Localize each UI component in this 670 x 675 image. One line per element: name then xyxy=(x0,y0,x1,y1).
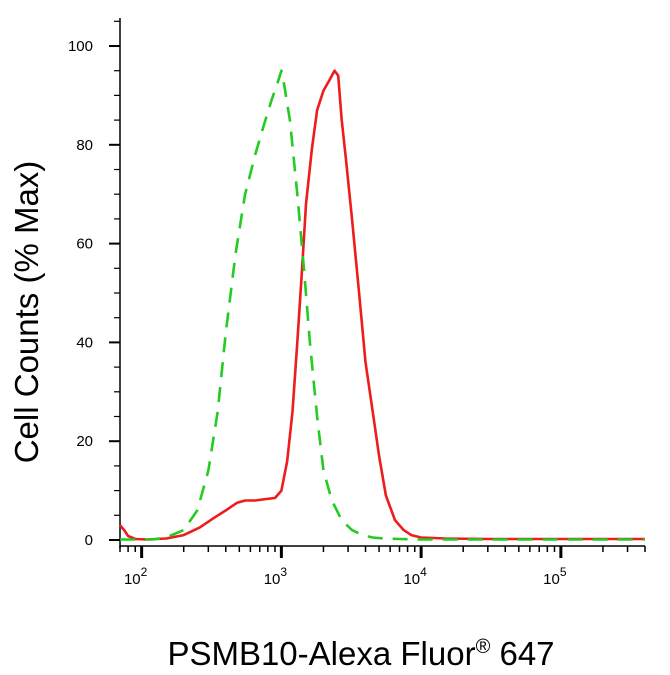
x-tick-label: 105 xyxy=(543,565,567,588)
y-axis-label: Cell Counts (% Max) xyxy=(8,161,45,464)
x-tick-label-base: 10 xyxy=(543,571,560,588)
x-tick-label-exponent: 3 xyxy=(280,565,287,579)
x-tick-label: 104 xyxy=(403,565,427,588)
y-tick-label: 80 xyxy=(76,137,93,154)
y-tick-label: 0 xyxy=(85,532,93,549)
x-tick-label-exponent: 2 xyxy=(141,565,148,579)
series-line-red xyxy=(119,69,645,541)
x-tick-label-base: 10 xyxy=(403,571,420,588)
x-tick-label: 103 xyxy=(264,565,288,588)
x-tick-label: 102 xyxy=(124,565,148,588)
series-line-green-dashed xyxy=(120,69,645,541)
x-axis-label-registered-mark: ® xyxy=(476,636,491,658)
y-tick-label: 40 xyxy=(76,334,93,351)
x-tick-label-base: 10 xyxy=(264,571,281,588)
x-tick-label-base: 10 xyxy=(124,571,141,588)
x-axis-label: PSMB10-Alexa Fluor® 647 xyxy=(167,635,554,672)
x-axis-label-main: PSMB10-Alexa Fluor xyxy=(167,635,475,672)
y-tick-label: 20 xyxy=(76,433,93,450)
x-tick-label-exponent: 4 xyxy=(420,565,427,579)
x-tick-label-exponent: 5 xyxy=(560,565,567,579)
y-tick-label: 100 xyxy=(68,38,93,55)
x-axis-label-tail: 647 xyxy=(490,635,554,672)
y-tick-label: 60 xyxy=(76,236,93,253)
plot-area xyxy=(119,69,645,541)
